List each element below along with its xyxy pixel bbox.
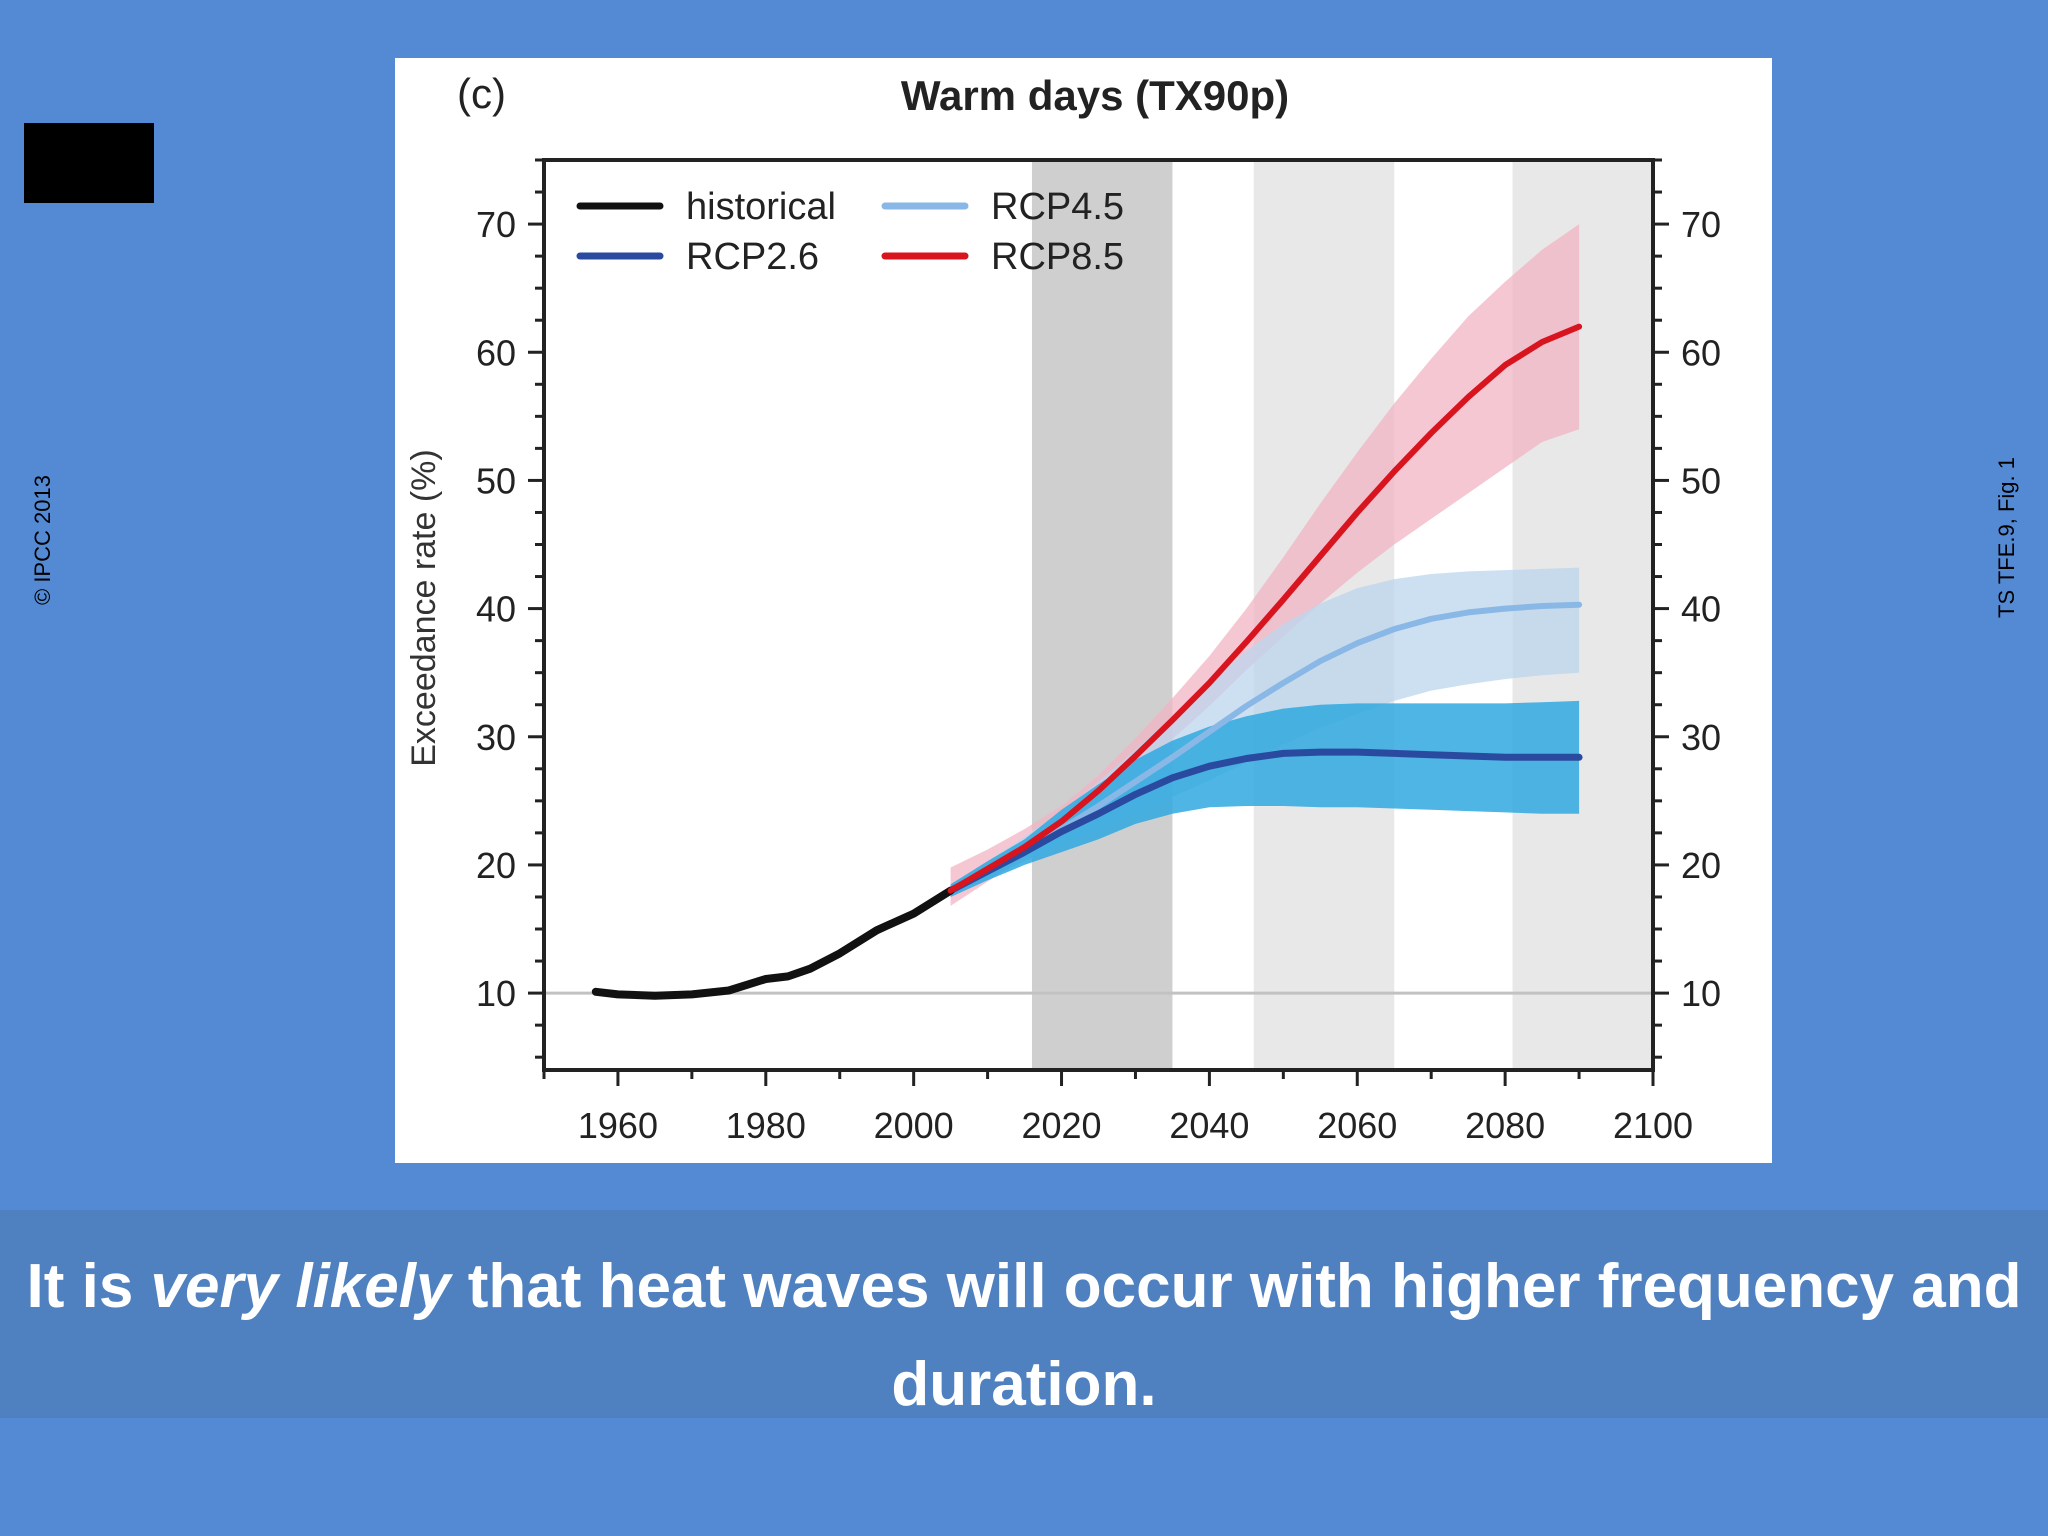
- band-rcp26: [950, 700, 1580, 897]
- chart-title: Warm days (TX90p): [901, 72, 1289, 119]
- x-tick-label: 2080: [1465, 1105, 1545, 1146]
- y-tick-label-right: 70: [1681, 204, 1721, 245]
- y-tick-label-right: 60: [1681, 332, 1721, 373]
- y-tick-label-right: 30: [1681, 717, 1721, 758]
- plot-frame: [542, 158, 1655, 1072]
- x-tick-label: 2040: [1169, 1105, 1249, 1146]
- panel-label: (c): [457, 70, 506, 117]
- band-rcp85: [950, 224, 1580, 906]
- copyright-note: © IPCC 2013: [30, 475, 55, 605]
- figure-reference: TS TFE.9, Fig. 1: [1994, 457, 2019, 618]
- x-tick-label: 2100: [1613, 1105, 1693, 1146]
- redacted-logo-box: [24, 123, 154, 203]
- caption-post: that heat waves will occur with higher f…: [450, 1252, 2022, 1419]
- y-tick-label-left: 10: [476, 973, 516, 1014]
- y-tick-label-left: 50: [476, 460, 516, 501]
- series-line-historical: [591, 886, 955, 1000]
- x-tick-label: 1980: [726, 1105, 806, 1146]
- series-line-rcp85: [947, 323, 1583, 894]
- y-tick-label-left: 60: [476, 332, 516, 373]
- y-tick-label-right: 20: [1681, 845, 1721, 886]
- series-line-rcp26: [947, 748, 1583, 895]
- y-tick-label-left: 30: [476, 717, 516, 758]
- x-tick-label: 1960: [578, 1105, 658, 1146]
- x-tick-label: 2060: [1317, 1105, 1397, 1146]
- x-tick-label: 2020: [1021, 1105, 1101, 1146]
- y-tick-label-right: 10: [1681, 973, 1721, 1014]
- y-axis-label: Exceedance rate (%): [405, 449, 443, 767]
- y-tick-label-right: 50: [1681, 460, 1721, 501]
- caption-pre: It is: [26, 1252, 151, 1321]
- period-shade-1: [1031, 160, 1173, 1070]
- caption-banner: It is very likely that heat waves will o…: [0, 1210, 2048, 1419]
- y-tick-label-left: 40: [476, 589, 516, 630]
- chart-svg: (c) Warm days (TX90p) Exceedance rate (%…: [405, 70, 1721, 1146]
- y-tick-label-left: 70: [476, 204, 516, 245]
- y-tick-label-left: 20: [476, 845, 516, 886]
- caption-emphasis: very likely: [150, 1252, 451, 1321]
- legend-label-historical: historical: [686, 186, 836, 228]
- caption-text: It is very likely that heat waves will o…: [0, 1210, 2048, 1434]
- legend-label-rcp26: RCP2.6: [686, 236, 819, 278]
- legend-label-rcp85: RCP8.5: [991, 236, 1124, 278]
- legend-label-rcp45: RCP4.5: [991, 186, 1124, 228]
- x-tick-label: 2000: [874, 1105, 954, 1146]
- chart-figure: (c) Warm days (TX90p) Exceedance rate (%…: [395, 58, 1772, 1163]
- y-tick-label-right: 40: [1681, 589, 1721, 630]
